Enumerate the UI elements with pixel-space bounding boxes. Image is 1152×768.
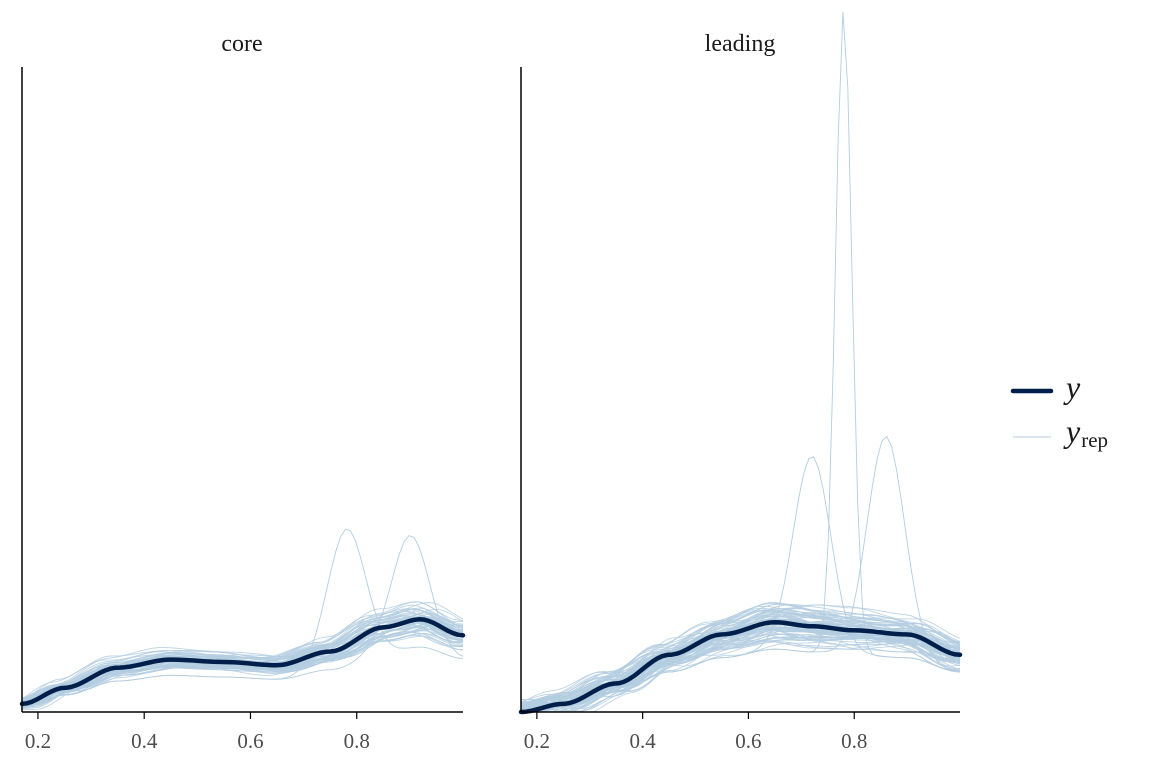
yrep-lines-leading [520, 11, 961, 713]
x-tick-label: 0.4 [131, 729, 158, 753]
x-ticks-core: 0.2 0.4 0.6 0.8 [25, 712, 370, 753]
yrep-line [21, 535, 464, 707]
yrep-line [21, 612, 464, 703]
x-tick-label: 0.8 [841, 729, 867, 753]
yrep-line [521, 620, 961, 713]
yrep-line [520, 456, 961, 713]
yrep-lines-core [21, 528, 464, 710]
panel-core: core 0.2 0.4 0.6 0.8 [19, 31, 466, 753]
x-tick-label: 0.6 [735, 729, 761, 753]
yrep-line [521, 613, 961, 713]
yrep-line [521, 627, 961, 713]
yrep-line [520, 11, 961, 713]
x-tick-label: 0.6 [237, 729, 263, 753]
yrep-line [520, 632, 961, 711]
panel-title-core: core [221, 31, 262, 57]
yrep-line [521, 602, 961, 713]
y-line-core [19, 617, 466, 707]
legend: y yrep [1010, 369, 1108, 452]
x-tick-label: 0.2 [25, 729, 51, 753]
x-tick-label: 0.4 [630, 729, 657, 753]
yrep-line [520, 623, 961, 711]
legend-label-y: y [1063, 369, 1081, 405]
x-tick-label: 0.8 [344, 729, 370, 753]
panel-leading: leading 0.2 0.4 0.6 0.8 [518, 11, 963, 753]
x-tick-label: 0.2 [524, 729, 550, 753]
yrep-line [520, 611, 961, 702]
yrep-line [520, 619, 961, 710]
yrep-line [520, 435, 961, 713]
legend-label-yrep: yrep [1063, 413, 1108, 452]
y-line-leading [518, 619, 963, 715]
yrep-line [520, 639, 961, 708]
x-ticks-leading: 0.2 0.4 0.6 0.8 [524, 712, 867, 753]
panel-title-leading: leading [705, 31, 776, 57]
